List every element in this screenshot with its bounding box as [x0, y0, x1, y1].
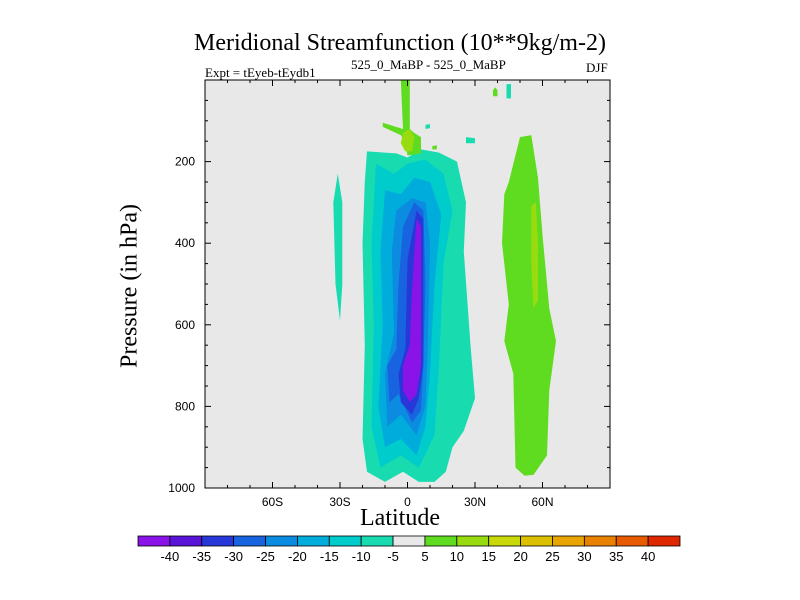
colorbar-swatch [360, 535, 394, 547]
contour-region--10 [506, 84, 511, 99]
colorbar-swatch [233, 535, 266, 547]
y-tick-label: 800 [175, 399, 195, 413]
y-tick-label: 1000 [168, 481, 195, 495]
colorbar-label: 15 [481, 549, 495, 564]
colorbar-label: -5 [387, 549, 399, 564]
colorbar-swatch [137, 535, 171, 547]
colorbar-label: 30 [577, 549, 591, 564]
colorbar-label: -40 [160, 549, 179, 564]
experiment-label: Expt = tEyeb-tEydb1 [205, 65, 316, 80]
contour-region-10 [531, 202, 538, 309]
contour-region--40 [403, 218, 421, 403]
x-axis: 60S 30S 0 30N 60N [227, 80, 588, 509]
colorbar-swatch [647, 535, 681, 547]
contour-region-5 [502, 135, 556, 476]
y-axis: 200 400 600 800 1000 [168, 99, 610, 495]
colorbar-label: -10 [352, 549, 371, 564]
colorbar-swatch [201, 535, 235, 547]
colorbar-label: -20 [288, 549, 307, 564]
x-tick-label: 30N [464, 495, 486, 509]
y-tick-label: 600 [175, 318, 195, 332]
x-tick-label: 60N [531, 495, 553, 509]
colorbar-swatch [392, 535, 426, 547]
contour-region-5 [493, 87, 498, 97]
colorbar-swatch [424, 535, 458, 547]
colorbar-label: -25 [256, 549, 275, 564]
x-tick-label: 0 [404, 495, 411, 509]
colorbar-swatch [456, 535, 490, 547]
season-label: DJF [586, 60, 608, 75]
colorbar-label: 10 [450, 549, 464, 564]
chart-title: Meridional Streamfunction (10**9kg/m-2) [194, 30, 606, 56]
contour-region-5 [432, 145, 437, 150]
colorbar-swatch [265, 535, 298, 547]
colorbar-swatch [169, 535, 203, 547]
colorbar-label: -15 [320, 549, 339, 564]
contour-regions [333, 80, 556, 482]
colorbar-swatch [615, 535, 649, 547]
colorbar-swatch [488, 535, 521, 547]
colorbar-swatch [297, 535, 330, 547]
colorbar-swatch [583, 535, 617, 547]
y-tick-label: 400 [175, 236, 195, 250]
colorbar-swatch [520, 535, 553, 547]
contour-region--10 [333, 173, 343, 321]
contour-region--10 [425, 124, 430, 129]
colorbar-label: 20 [513, 549, 527, 564]
colorbar-label: 40 [641, 549, 655, 564]
x-axis-label: Latitude [360, 505, 440, 531]
x-tick-label: 60S [262, 495, 283, 509]
contour-region-10 [400, 129, 415, 152]
colorbar-label: -30 [224, 549, 243, 564]
colorbar-label: 35 [609, 549, 623, 564]
colorbar-label: -35 [192, 549, 211, 564]
colorbar-swatch [328, 535, 362, 547]
colorbar: -40 -35 -30 -25 -20 -15 -10 -5 5 10 15 20 25 30 35 40 [137, 535, 681, 564]
x-tick-label: 30S [329, 495, 350, 509]
chart-subtitle: 525_0_MaBP - 525_0_MaBP [351, 57, 506, 72]
colorbar-label: 25 [545, 549, 559, 564]
y-axis-label: Pressure (in hPa) [116, 204, 143, 368]
y-tick-label: 200 [175, 155, 195, 169]
contour-region--10 [466, 137, 475, 144]
colorbar-swatch [552, 535, 585, 547]
colorbar-label: 5 [421, 549, 428, 564]
